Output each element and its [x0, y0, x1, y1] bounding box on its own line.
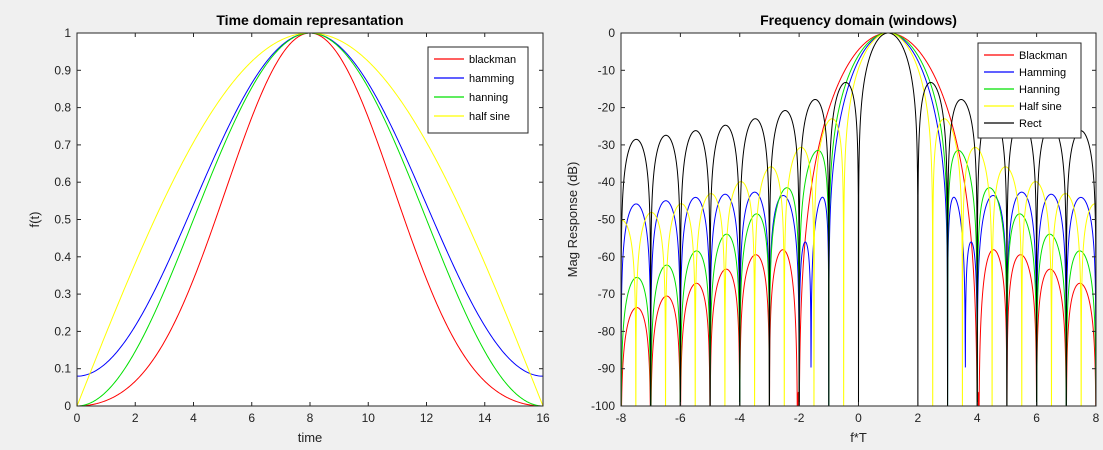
freq-y-tick-label: -60 — [598, 250, 616, 264]
freq-y-tick-label: -50 — [598, 213, 616, 227]
time-y-axis-label: f(t) — [27, 212, 42, 228]
time-legend-label: blackman — [469, 54, 516, 66]
freq-series-line-hanning — [621, 33, 1096, 406]
freq-x-tick-label: -2 — [794, 411, 805, 425]
freq-legend-label: Half sine — [1019, 101, 1062, 113]
time-x-tick-label: 14 — [478, 411, 492, 425]
time-legend-label: hanning — [469, 92, 508, 104]
time-x-axis-label: time — [298, 430, 323, 445]
time-y-tick-label: 0.3 — [54, 287, 71, 301]
time-y-tick-label: 0.1 — [54, 362, 71, 376]
time-series-line-hanning — [77, 33, 543, 406]
time-series-group — [77, 33, 543, 406]
time-y-tick-label: 0.6 — [54, 175, 71, 189]
freq-chart-title: Frequency domain (windows) — [760, 12, 957, 28]
freq-y-axis-label: Mag Response (dB) — [565, 162, 580, 278]
time-legend: blackman hamming hanning half sine — [427, 46, 529, 134]
time-x-tick-label: 12 — [420, 411, 434, 425]
freq-legend-label: Hamming — [1019, 67, 1066, 79]
time-x-tick-label: 6 — [248, 411, 255, 425]
freq-legend-label: Blackman — [1019, 50, 1067, 62]
freq-x-tick-label: 8 — [1093, 411, 1100, 425]
time-x-tick-label: 0 — [74, 411, 81, 425]
freq-series-line-blackman — [621, 33, 1096, 406]
freq-x-tick-label: -4 — [734, 411, 745, 425]
time-x-tick-label: 2 — [132, 411, 139, 425]
freq-y-tick-label: -10 — [598, 63, 616, 77]
time-series-line-hamming — [77, 33, 543, 377]
time-y-tick-label: 0 — [64, 399, 71, 413]
time-chart: 0 2 4 6 8 10 12 14 16 0 0.1 0.2 0.3 0.4 0.5 0.6 0.7 0.8 0.… — [27, 12, 550, 445]
freq-legend-label: Hanning — [1019, 84, 1060, 96]
time-x-tick-label: 4 — [190, 411, 197, 425]
time-y-tick-label: 0.8 — [54, 101, 71, 115]
freq-y-tick-label: 0 — [608, 26, 615, 40]
freq-x-tick-label: -8 — [616, 411, 627, 425]
freq-series-group — [621, 33, 1096, 406]
freq-x-axis-label: f*T — [850, 430, 867, 445]
time-y-tick-label: 0.5 — [54, 213, 71, 227]
freq-x-tick-label: 6 — [1033, 411, 1040, 425]
time-x-tick-label: 16 — [536, 411, 550, 425]
freq-x-tick-label: 2 — [915, 411, 922, 425]
time-y-tick-label: 0.2 — [54, 324, 71, 338]
freq-x-tick-label: 4 — [974, 411, 981, 425]
freq-y-tick-label: -80 — [598, 324, 616, 338]
time-legend-box — [427, 46, 529, 134]
time-x-tick-label: 8 — [307, 411, 314, 425]
time-legend-label: half sine — [469, 111, 510, 123]
freq-legend: Blackman Hamming Hanning Half sine Rect — [977, 42, 1082, 139]
freq-series-line-half-sine — [621, 33, 1096, 406]
time-legend-label: hamming — [469, 73, 514, 85]
freq-x-tick-label: 0 — [855, 411, 862, 425]
time-x-tick-label: 10 — [362, 411, 376, 425]
time-series-line-half-sine — [77, 33, 543, 406]
time-y-tick-label: 1 — [64, 26, 71, 40]
time-y-tick-label: 0.7 — [54, 138, 71, 152]
time-y-tick-label: 0.4 — [54, 250, 71, 264]
freq-chart: -8 -6 -4 -2 0 2 4 6 8-100-90-80-70-60-50-40-30-2… — [565, 12, 1100, 445]
freq-y-tick-label: -40 — [598, 175, 616, 189]
freq-y-tick-label: -100 — [591, 399, 615, 413]
time-chart-title: Time domain represantation — [216, 12, 403, 28]
freq-y-tick-label: -30 — [598, 138, 616, 152]
time-y-tick-label: 0.9 — [54, 63, 71, 77]
freq-legend-box — [977, 42, 1082, 139]
freq-y-tick-label: -90 — [598, 362, 616, 376]
freq-y-tick-label: -70 — [598, 287, 616, 301]
freq-y-tick-label: -20 — [598, 101, 616, 115]
freq-x-tick-label: -6 — [675, 411, 686, 425]
time-series-line-blackman — [77, 33, 543, 406]
freq-legend-label: Rect — [1019, 118, 1042, 130]
